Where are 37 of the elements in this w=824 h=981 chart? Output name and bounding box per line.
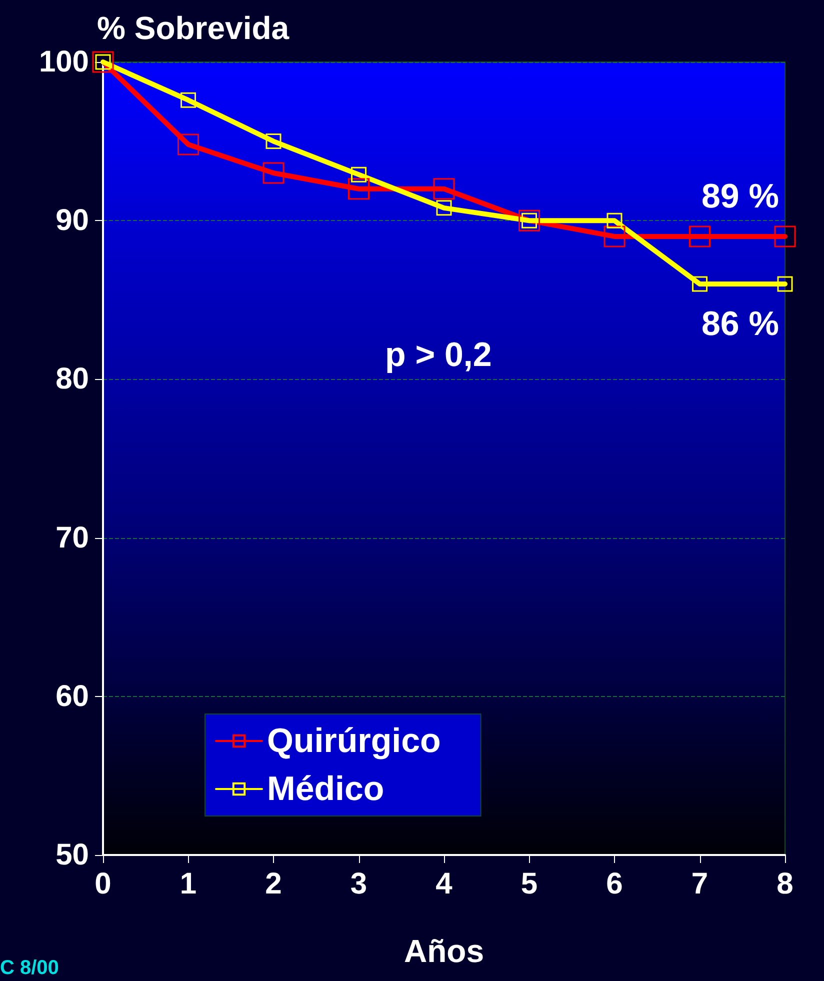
point: [348, 178, 370, 200]
x-tick-label: 4: [436, 868, 453, 900]
y-tick-label: 80: [56, 362, 89, 396]
x-tick-label: 7: [691, 868, 708, 900]
x-axis-title: Años: [404, 933, 484, 969]
legend-label: Quirúrgico: [267, 722, 441, 760]
point: [266, 134, 282, 150]
point: [262, 162, 284, 184]
x-tick-label: 0: [94, 868, 112, 900]
point: [351, 166, 366, 182]
text: C 8/00: [0, 957, 59, 979]
legend-label: Médico: [267, 770, 384, 808]
point: [436, 200, 452, 216]
point: [433, 178, 455, 200]
x-tick-label: 8: [776, 868, 794, 900]
y-tick-label: 100: [38, 46, 89, 78]
annotation: p > 0,2: [385, 336, 492, 374]
point: [774, 226, 796, 248]
y-tick-label: 60: [56, 680, 89, 713]
x-tick-label: 1: [180, 868, 197, 900]
point: [692, 276, 708, 292]
x-tick-label: 5: [520, 868, 538, 900]
point: [606, 212, 622, 228]
y-axis-title: % Sobrevida: [97, 10, 290, 46]
x-tick-label: 6: [606, 868, 623, 900]
x-tick-label: 3: [350, 868, 368, 900]
point: [178, 134, 199, 156]
y-tick-label: 90: [56, 204, 89, 238]
point: [689, 226, 710, 248]
y-tick-label: 70: [56, 521, 89, 554]
point: [180, 92, 196, 108]
x-tick-label: 2: [265, 868, 282, 900]
point: [777, 276, 793, 292]
annotation: 89 %: [702, 177, 779, 216]
annotation: 86 %: [702, 305, 779, 344]
y-tick-label: 50: [56, 838, 89, 872]
point: [604, 226, 626, 248]
